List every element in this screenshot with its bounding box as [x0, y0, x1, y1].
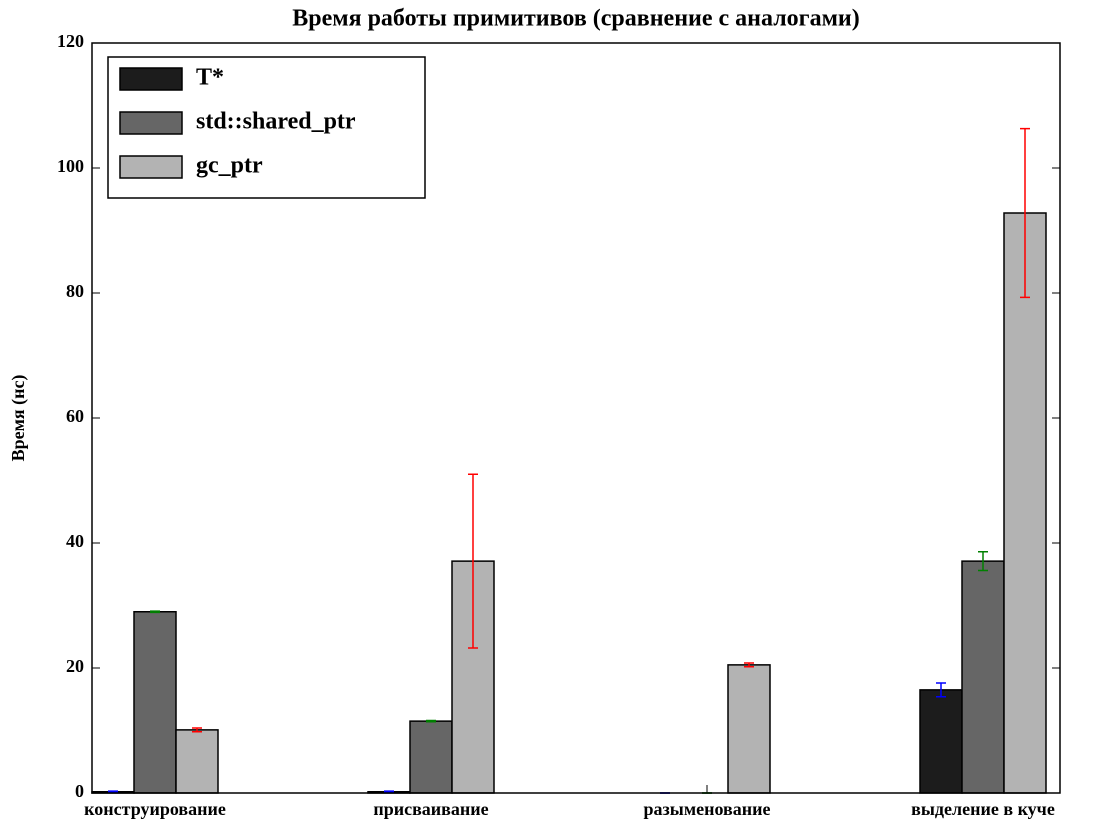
bar [727, 664, 771, 794]
y-axis-label: Время (нс) [8, 375, 29, 462]
bar [961, 560, 1005, 794]
y-tick-label: 120 [57, 31, 84, 51]
y-tick-label: 0 [75, 781, 84, 801]
bar [919, 689, 963, 794]
error-bar [468, 473, 478, 649]
x-tick-label: присваивание [373, 799, 488, 819]
y-tick-label: 20 [66, 656, 84, 676]
plot-frame [91, 42, 1061, 794]
y-tick-label: 80 [66, 281, 84, 301]
error-bar [744, 662, 754, 668]
error-bar [936, 682, 946, 698]
error-bar [978, 551, 988, 572]
bar [133, 611, 177, 794]
error-bar [426, 719, 436, 723]
bar [175, 729, 219, 794]
error-bar [150, 610, 160, 614]
y-tick-label: 100 [57, 156, 84, 176]
error-bar [108, 790, 118, 794]
error-bar [1020, 127, 1030, 299]
y-tick-label: 60 [66, 406, 84, 426]
legend-label: T* [196, 65, 224, 91]
y-tick-label: 40 [66, 531, 84, 551]
bar [409, 720, 453, 794]
legend-label: std::shared_ptr [196, 109, 356, 135]
legend-swatch [119, 67, 183, 91]
legend-label: gc_ptr [196, 153, 263, 179]
chart-title: Время работы примитивов (сравнение с ана… [292, 6, 860, 32]
x-tick-label: конструирование [84, 799, 226, 819]
legend-swatch [119, 111, 183, 135]
x-tick-label: разыменование [644, 799, 771, 819]
error-bar [384, 790, 394, 794]
legend-swatch [119, 155, 183, 179]
bar [1003, 212, 1047, 794]
x-tick-label: выделение в куче [911, 799, 1055, 819]
error-bar [192, 727, 202, 733]
